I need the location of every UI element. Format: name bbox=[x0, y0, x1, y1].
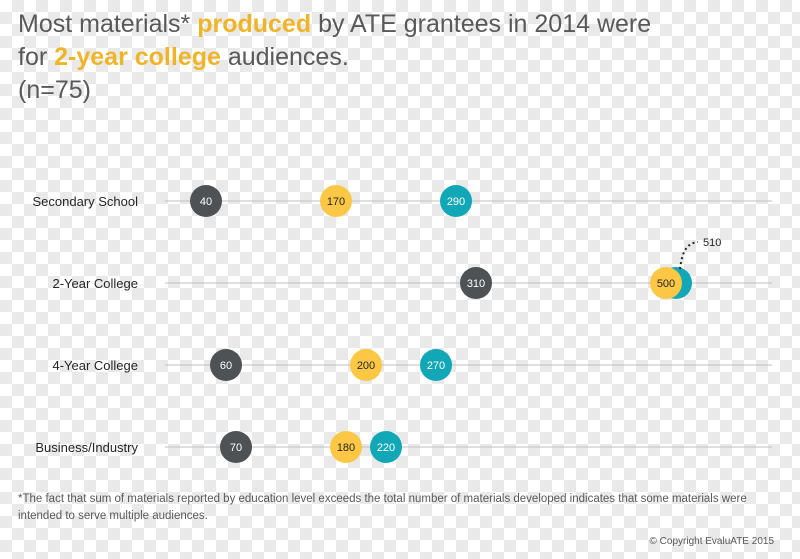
dot-label: 170 bbox=[327, 196, 345, 208]
dot-marker bbox=[650, 267, 682, 299]
dot-marker bbox=[460, 267, 492, 299]
dot-label: 310 bbox=[467, 278, 485, 290]
dot-marker bbox=[440, 185, 472, 217]
dot-marker bbox=[190, 185, 222, 217]
annotation-leader bbox=[679, 241, 699, 270]
dot-label: 500 bbox=[657, 278, 675, 290]
chart-title: Most materials* produced by ATE grantees… bbox=[18, 8, 718, 107]
dot-label: 220 bbox=[377, 442, 395, 454]
footnote: *The fact that sum of materials reported… bbox=[18, 493, 747, 522]
dot-label: 200 bbox=[357, 360, 375, 372]
title-text-1: Most materials* bbox=[18, 10, 198, 38]
annotation-label: 510 bbox=[703, 237, 721, 249]
sample-size: (n=75) bbox=[18, 76, 91, 104]
dot-label: 270 bbox=[427, 360, 445, 372]
title-highlight-2-year-college: 2-year college bbox=[54, 43, 221, 71]
dot-label: 40 bbox=[200, 196, 212, 208]
dot-marker bbox=[420, 349, 452, 381]
title-text-2: by ATE grantees in 2014 were bbox=[311, 10, 652, 38]
dot-marker bbox=[210, 349, 242, 381]
dot-marker bbox=[350, 349, 382, 381]
dot-label: 70 bbox=[230, 442, 242, 454]
copyright: © Copyright EvaluATE 2015 bbox=[649, 536, 774, 547]
row-label: 4-Year College bbox=[52, 358, 138, 373]
title-text-3: for bbox=[18, 43, 55, 71]
dot-marker bbox=[330, 431, 362, 463]
row-2-year-college: 2-Year College 500 310 bbox=[52, 267, 772, 299]
dot-marker bbox=[320, 185, 352, 217]
row-label: Business/Industry bbox=[35, 440, 138, 455]
row-secondary-school: Secondary School 290 170 40 bbox=[32, 185, 772, 217]
row-4-year-college: 4-Year College 270 200 60 bbox=[52, 349, 772, 381]
dot-marker bbox=[220, 431, 252, 463]
dot-label: 290 bbox=[447, 196, 465, 208]
title-highlight-produced: produced bbox=[197, 10, 312, 38]
dot-label: 180 bbox=[337, 442, 355, 454]
dot-marker bbox=[370, 431, 402, 463]
row-business-industry: Business/Industry 220 180 70 bbox=[35, 431, 772, 463]
dot-label: 60 bbox=[220, 360, 232, 372]
row-label: Secondary School bbox=[32, 194, 138, 209]
row-label: 2-Year College bbox=[52, 276, 138, 291]
title-text-4: audiences. bbox=[220, 43, 349, 71]
